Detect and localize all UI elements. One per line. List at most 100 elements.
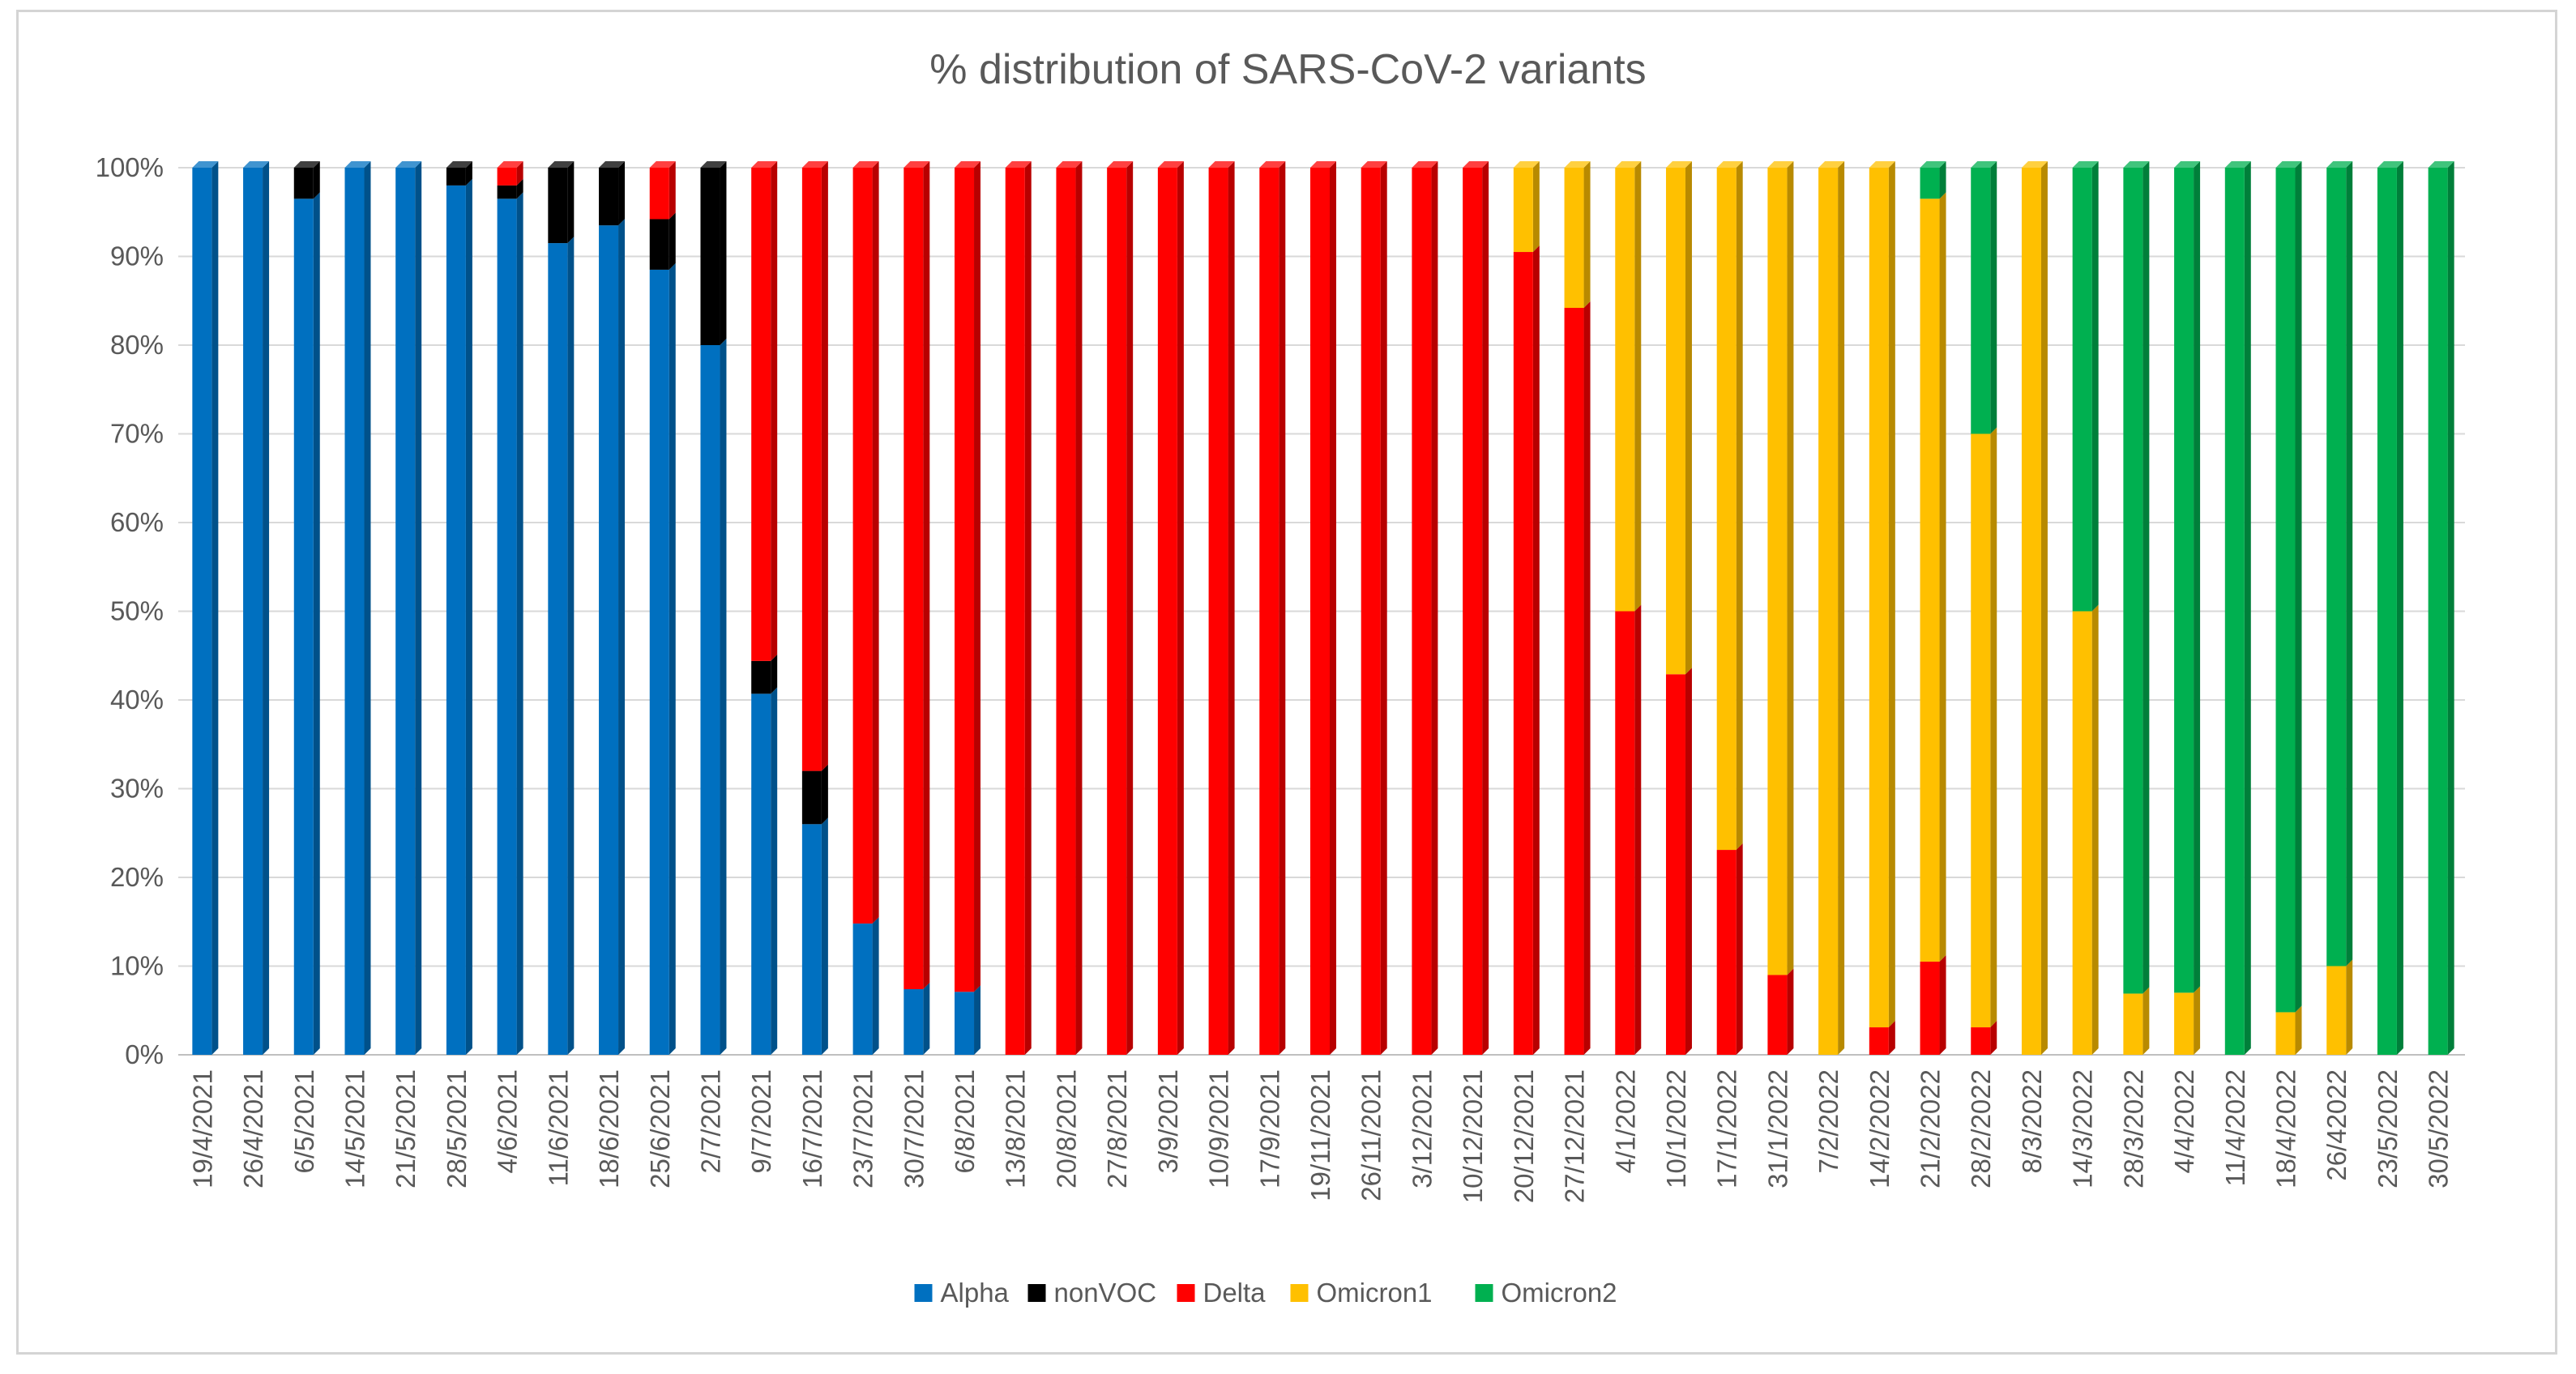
- legend-label-omicron2: Omicron2: [1502, 1278, 1617, 1308]
- x-tick-label: 27/12/2021: [1560, 1069, 1590, 1203]
- bar-segment-side: [1583, 301, 1591, 1055]
- bar-segment-omicron2: [2174, 168, 2194, 993]
- bar-segment-side: [1990, 1021, 1997, 1055]
- bar-segment-side: [1228, 161, 1235, 1055]
- x-tick-label: 4/6/2021: [493, 1069, 523, 1173]
- legend-label-nonvoc: nonVOC: [1054, 1278, 1157, 1308]
- bar-segment-side: [2244, 161, 2251, 1055]
- bar-segment-side: [1532, 245, 1540, 1055]
- bar-segment-side: [2194, 161, 2201, 993]
- bar-segment-omicron1: [1716, 168, 1737, 851]
- bar-segment-omicron1: [1513, 168, 1533, 253]
- x-tick-label: 27/8/2021: [1102, 1069, 1132, 1188]
- bar-segment-delta: [1716, 850, 1737, 1055]
- bar-segment-side: [516, 161, 523, 186]
- bar-top-face: [1869, 161, 1895, 168]
- x-tick-label: 30/5/2022: [2424, 1069, 2454, 1188]
- bar-segment-delta: [1208, 168, 1228, 1055]
- bar-segment-omicron2: [1971, 168, 1991, 434]
- bar-segment-side: [669, 262, 676, 1055]
- x-tick-label: 20/12/2021: [1509, 1069, 1539, 1203]
- bar-top-face: [446, 161, 472, 168]
- bar-segment-alpha: [599, 225, 619, 1055]
- bar-segment-delta: [1513, 252, 1533, 1055]
- x-tick-label: 18/4/2022: [2271, 1069, 2301, 1188]
- bar-segment-omicron1: [1869, 168, 1889, 1028]
- bar-segment-side: [872, 916, 879, 1055]
- bar-segment-side: [1024, 161, 1032, 1055]
- bar-segment-side: [1279, 161, 1286, 1055]
- bar-segment-omicron1: [2174, 992, 2194, 1055]
- bar-segment-delta: [1056, 168, 1076, 1055]
- x-tick-label: 28/5/2021: [442, 1069, 472, 1188]
- x-tick-label: 21/2/2022: [1916, 1069, 1946, 1188]
- bar-segment-side: [1787, 161, 1794, 975]
- bar-segment-omicron2: [2224, 168, 2245, 1055]
- bar-segment-side: [2040, 161, 2048, 1055]
- bar-top-face: [1310, 161, 1336, 168]
- bar-segment-delta: [904, 168, 924, 989]
- bar-segment-side: [465, 178, 472, 1055]
- bar-top-face: [1767, 161, 1794, 168]
- legend-swatch-alpha: [914, 1284, 933, 1302]
- bar-top-face: [2072, 161, 2099, 168]
- bar-segment-delta: [649, 168, 669, 220]
- bar-segment-delta: [1971, 1027, 1991, 1055]
- x-tick-label: 30/7/2021: [899, 1069, 929, 1188]
- bar-segment-side: [1126, 161, 1134, 1055]
- bar-segment-side: [821, 161, 828, 771]
- bar-top-face: [599, 161, 626, 168]
- bar-segment-delta: [1869, 1027, 1889, 1055]
- bar-segment-alpha: [293, 198, 314, 1056]
- bar-segment-side: [923, 982, 930, 1055]
- bar-segment-side: [2447, 161, 2454, 1055]
- bar-segment-alpha: [243, 168, 263, 1055]
- bar-segment-nonvoc: [700, 168, 720, 345]
- x-tick-label: 10/9/2021: [1204, 1069, 1234, 1188]
- bar-segment-delta: [1107, 168, 1127, 1055]
- bar-segment-delta: [1412, 168, 1432, 1055]
- bar-segment-delta: [751, 168, 771, 661]
- bar-segment-side: [1583, 161, 1591, 309]
- bar-segment-omicron1: [2072, 611, 2092, 1055]
- x-tick-label: 3/9/2021: [1153, 1069, 1183, 1173]
- x-tick-label: 20/8/2021: [1051, 1069, 1081, 1188]
- bar-top-face: [1259, 161, 1286, 168]
- bar-top-face: [1513, 161, 1540, 168]
- legend-swatch-omicron1: [1290, 1284, 1309, 1302]
- bar-top-face: [1361, 161, 1387, 168]
- bar-segment-side: [1634, 161, 1642, 612]
- bar-segment-side: [1939, 161, 1946, 199]
- bar-top-face: [1665, 161, 1692, 168]
- bar-segment-alpha: [395, 168, 416, 1055]
- x-tick-label: 16/7/2021: [797, 1069, 827, 1188]
- bar-segment-side: [2091, 161, 2099, 612]
- bar-segment-side: [1888, 1021, 1895, 1055]
- bar-top-face: [1107, 161, 1134, 168]
- bar-segment-nonvoc: [446, 168, 466, 186]
- bar-segment-side: [465, 161, 472, 186]
- bar-segment-alpha: [751, 693, 771, 1055]
- x-tick-label: 11/6/2021: [543, 1069, 573, 1186]
- bar-top-face: [904, 161, 930, 168]
- bar-top-face: [2377, 161, 2403, 168]
- bar-segment-side: [1736, 843, 1743, 1055]
- bar-segment-omicron2: [2377, 168, 2397, 1055]
- bar-segment-nonvoc: [649, 219, 669, 270]
- bar-segment-nonvoc: [801, 770, 822, 825]
- x-tick-label: 2/7/2021: [695, 1069, 725, 1173]
- bar-top-face: [1157, 161, 1184, 168]
- bar-segment-delta: [1157, 168, 1177, 1055]
- bar-segment-side: [2194, 986, 2201, 1055]
- y-tick-label: 50%: [110, 596, 164, 626]
- legend-swatch-nonvoc: [1027, 1284, 1046, 1302]
- bar-segment-side: [821, 764, 828, 825]
- bar-segment-omicron1: [1767, 168, 1788, 975]
- bar-top-face: [2021, 161, 2048, 168]
- bar-segment-side: [364, 161, 371, 1055]
- bar-top-face: [2123, 161, 2150, 168]
- bar-segment-side: [1990, 427, 1997, 1028]
- bar-segment-alpha: [852, 923, 873, 1055]
- x-tick-label: 18/6/2021: [594, 1069, 624, 1188]
- bar-segment-side: [1685, 161, 1692, 675]
